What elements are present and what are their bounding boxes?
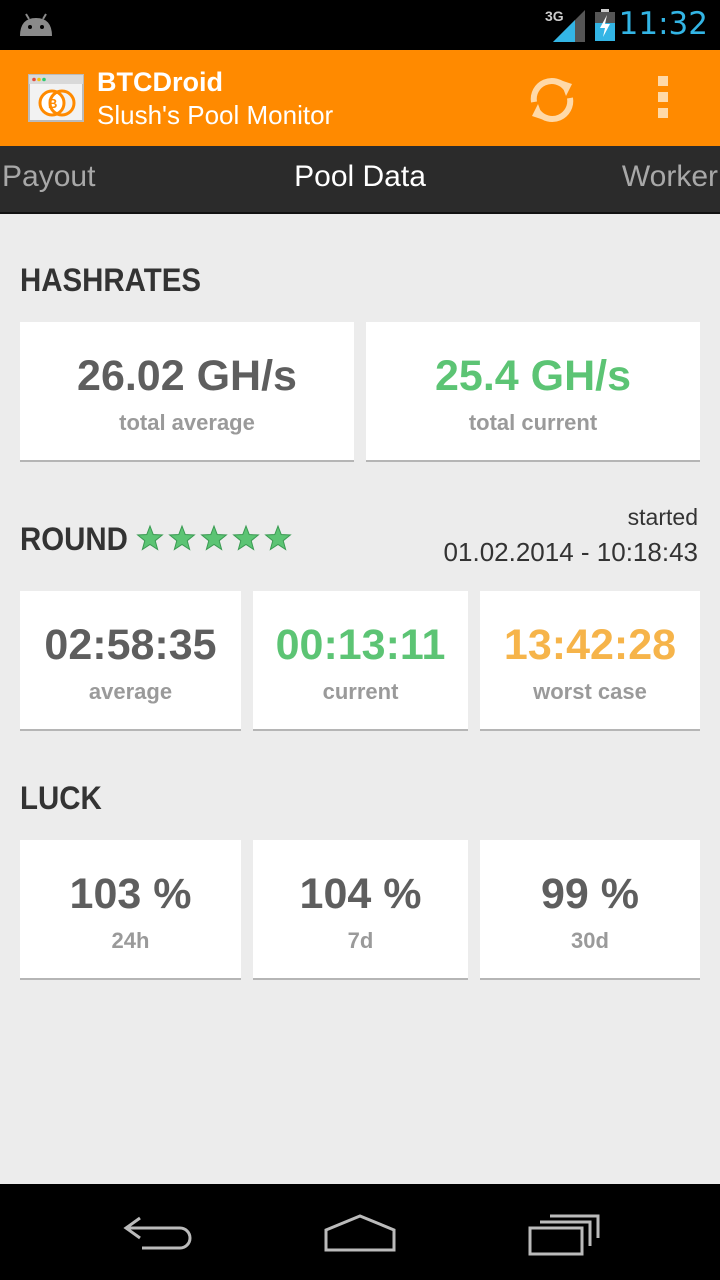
clock: 11:32 <box>618 6 708 42</box>
app-title: BTCDroid <box>97 67 223 97</box>
overflow-menu-icon[interactable] <box>646 76 680 122</box>
round-average-label: average <box>88 679 173 704</box>
round-worst-label: worst case <box>533 679 647 704</box>
luck-24h-value: 103 % <box>69 870 192 918</box>
luck-title: LUCK <box>20 780 102 816</box>
round-current-label: current <box>322 679 399 704</box>
luck-30d-label: 30d <box>571 928 609 953</box>
tab-strip: Pool Data Payout Worker <box>0 146 720 214</box>
tab-payout[interactable]: Payout <box>2 160 96 193</box>
star-icon <box>264 524 292 551</box>
star-icon <box>200 524 228 551</box>
round-current-value: 00:13:11 <box>275 621 446 669</box>
android-icon <box>20 13 52 36</box>
hashrate-current-value: 25.4 GH/s <box>435 352 631 400</box>
star-icon <box>136 524 164 551</box>
back-icon[interactable] <box>120 1212 200 1256</box>
app-subtitle: Slush's Pool Monitor <box>97 100 334 130</box>
star-icon <box>232 524 260 551</box>
round-worst-value: 13:42:28 <box>503 621 677 669</box>
battery-charging-icon <box>595 9 615 41</box>
hashrate-average-label: total average <box>119 410 255 435</box>
round-started-label: started <box>627 504 698 530</box>
home-icon[interactable] <box>320 1210 400 1256</box>
luck-24h-label: 24h <box>111 928 150 953</box>
luck-7d-label: 7d <box>347 928 374 953</box>
hashrate-average-value: 26.02 GH/s <box>77 352 297 400</box>
action-bar: B BTCDroid Slush's Pool Monitor <box>0 50 720 146</box>
tab-worker[interactable]: Worker <box>621 160 718 193</box>
recent-apps-icon[interactable] <box>524 1212 604 1258</box>
hashrate-average-card: 26.02 GH/s total average <box>20 322 354 462</box>
hashrate-current-label: total current <box>468 410 598 435</box>
status-bar: 3G 11:32 <box>0 0 720 50</box>
luck-7d-value: 104 % <box>299 870 422 918</box>
refresh-icon[interactable] <box>524 72 580 128</box>
hashrates-title: HASHRATES <box>20 262 202 298</box>
round-average-value: 02:58:35 <box>44 621 217 669</box>
star-icon <box>168 524 196 551</box>
luck-30d-value: 99 % <box>540 870 639 918</box>
luck-7d-card: 104 % 7d <box>253 840 468 980</box>
hashrate-current-card: 25.4 GH/s total current <box>366 322 700 462</box>
round-rating-stars <box>136 524 292 551</box>
round-current-card: 00:13:11 current <box>253 591 468 731</box>
signal-icon <box>553 10 585 42</box>
network-type: 3G <box>545 8 564 24</box>
round-title: ROUND <box>20 521 128 557</box>
tab-pool-data[interactable]: Pool Data <box>294 160 426 193</box>
round-average-card: 02:58:35 average <box>20 591 241 731</box>
svg-text:B: B <box>48 96 57 111</box>
navigation-bar <box>0 1184 720 1280</box>
round-started-value: 01.02.2014 - 10:18:43 <box>443 537 698 567</box>
luck-24h-card: 103 % 24h <box>20 840 241 980</box>
round-worst-card: 13:42:28 worst case <box>480 591 700 731</box>
app-logo-icon[interactable]: B <box>28 74 84 122</box>
luck-30d-card: 99 % 30d <box>480 840 700 980</box>
